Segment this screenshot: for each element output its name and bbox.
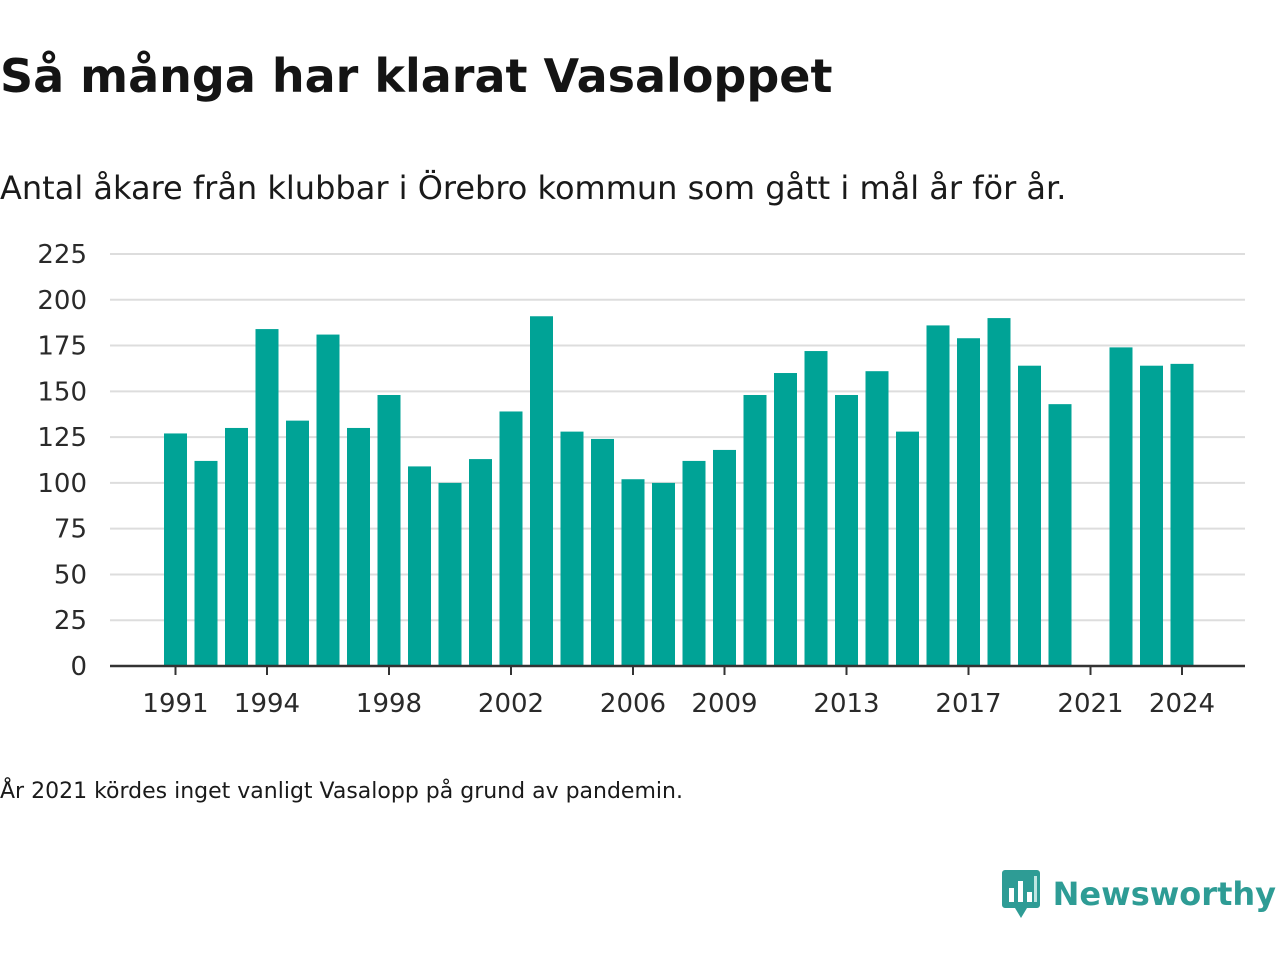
bar-1998 — [377, 394, 401, 666]
y-tick-label: 175 — [37, 332, 87, 362]
bar-2005 — [591, 438, 614, 666]
x-axis-ticks: 1991 1994 1998 2002 2006 2009 2013 2017 2021 2024 — [142, 666, 1215, 719]
x-tick-label: 2006 — [600, 689, 666, 719]
bar-chart: 0 25 50 75 100 125 150 175 200 225 1991 1994 1998 20… — [37, 240, 1245, 719]
x-tick-label: 1991 — [142, 689, 208, 719]
bar-2024 — [1170, 363, 1194, 666]
newsworthy-logo[interactable]: Newsworthy — [1001, 868, 1276, 920]
bar-2003 — [530, 316, 553, 666]
bar-2019 — [1018, 365, 1041, 666]
newsworthy-logo-icon — [1001, 870, 1040, 918]
x-tick-label: 2009 — [691, 689, 757, 719]
bar-2000 — [438, 482, 462, 666]
y-tick-label: 225 — [37, 240, 87, 270]
y-tick-label: 100 — [37, 469, 87, 499]
y-tick-label: 0 — [70, 652, 87, 682]
bar-2013 — [835, 394, 858, 666]
bar-1995 — [286, 420, 309, 666]
bar-1991 — [164, 433, 187, 666]
bar-1999 — [408, 466, 431, 666]
bar-1994 — [255, 329, 279, 666]
bar-2012 — [804, 351, 828, 666]
x-tick-label: 2017 — [935, 689, 1001, 719]
bar-1996 — [316, 334, 340, 666]
y-tick-label: 25 — [54, 606, 87, 636]
bar-2001 — [469, 459, 492, 666]
y-tick-label: 150 — [37, 377, 87, 407]
x-tick-label: 1994 — [234, 689, 300, 719]
bar-2008 — [682, 460, 706, 666]
bar-2006 — [621, 479, 645, 666]
bars — [164, 316, 1194, 666]
bar-1993 — [225, 427, 248, 666]
chart-title: Så många har klarat Vasaloppet — [0, 49, 833, 103]
bar-2022 — [1109, 347, 1133, 666]
gridlines — [110, 253, 1245, 622]
bar-2009 — [713, 449, 736, 666]
bar-1997 — [347, 427, 370, 666]
bar-2004 — [560, 431, 584, 666]
bar-2015 — [896, 431, 919, 666]
bar-2014 — [865, 371, 889, 666]
x-tick-label: 2021 — [1057, 689, 1123, 719]
x-tick-label: 1998 — [356, 689, 422, 719]
chart-subtitle: Antal åkare från klubbar i Örebro kommun… — [0, 169, 1067, 207]
y-tick-label: 200 — [37, 286, 87, 316]
x-tick-label: 2013 — [813, 689, 879, 719]
bar-2016 — [926, 325, 950, 666]
bar-2018 — [987, 318, 1011, 666]
y-tick-label: 50 — [54, 560, 87, 590]
x-tick-label: 2002 — [478, 689, 544, 719]
bar-2010 — [743, 394, 767, 666]
bar-2017 — [957, 338, 980, 666]
brand-name: Newsworthy — [1052, 875, 1276, 913]
y-axis-tick-labels: 0 25 50 75 100 125 150 175 200 225 — [37, 240, 87, 682]
bar-1992 — [194, 460, 218, 666]
y-tick-label: 75 — [54, 515, 87, 545]
y-tick-label: 125 — [37, 423, 87, 453]
bar-2007 — [652, 482, 675, 666]
x-tick-label: 2024 — [1149, 689, 1215, 719]
bar-2020 — [1048, 404, 1072, 666]
bar-2011 — [774, 373, 797, 666]
bar-2002 — [499, 411, 523, 666]
footnote: År 2021 kördes inget vanligt Vasalopp på… — [0, 779, 683, 804]
bar-2023 — [1140, 365, 1163, 666]
